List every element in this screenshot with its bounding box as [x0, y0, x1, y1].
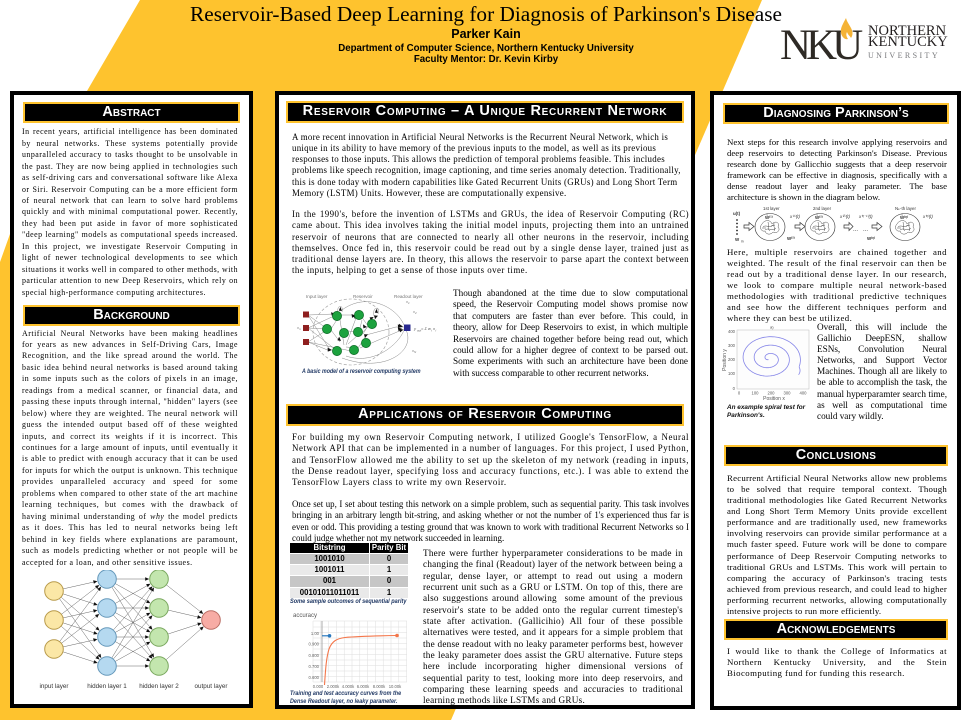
svg-text:N: N: [414, 350, 417, 354]
svg-text:...: ...: [853, 227, 858, 233]
svg-text:Reservoir: Reservoir: [353, 294, 373, 299]
svg-text:Input layer: Input layer: [306, 294, 328, 299]
svg-text:i: i: [431, 329, 432, 333]
svg-text:x⁽²⁾(t): x⁽²⁾(t): [839, 214, 850, 219]
svg-text:2nd layer: 2nd layer: [813, 206, 832, 211]
svg-text:...: ...: [863, 227, 868, 233]
svg-text:8.000k: 8.000k: [373, 684, 386, 689]
svg-text:x⁽¹⁾(t): x⁽¹⁾(t): [789, 214, 800, 219]
svg-text:out: out: [417, 329, 421, 333]
svg-text:W⁽²⁾: W⁽²⁾: [787, 236, 795, 241]
svg-text:2.000k: 2.000k: [327, 684, 340, 689]
svg-text:400: 400: [728, 329, 736, 334]
svg-text:200: 200: [728, 357, 736, 362]
svg-text:100: 100: [728, 371, 736, 376]
svg-text:4.000k: 4.000k: [342, 684, 355, 689]
svg-text:Position x: Position x: [763, 396, 785, 402]
svg-text:x⁽ᵑ⁻¹⁾(t): x⁽ᵑ⁻¹⁾(t): [858, 214, 873, 219]
svg-text:300: 300: [784, 391, 792, 396]
svg-text:x: x: [432, 326, 436, 331]
svg-text:Readout layer: Readout layer: [394, 294, 423, 299]
svg-text:y: y: [413, 326, 417, 331]
svg-text:x⁽ᵑ⁾(t): x⁽ᵑ⁾(t): [922, 214, 933, 219]
svg-text:i: i: [436, 329, 437, 333]
svg-text:= Σ w: = Σ w: [421, 326, 432, 331]
svg-text:0.000: 0.000: [313, 684, 324, 689]
svg-text:0.800: 0.800: [309, 653, 320, 658]
svg-text:0: 0: [738, 391, 741, 396]
svg-text:NKU: NKU: [780, 22, 863, 64]
svg-text:Position y: Position y: [722, 349, 728, 371]
svg-text:UNIVERSITY: UNIVERSITY: [868, 51, 940, 60]
svg-text:W̃⁽¹⁾: W̃⁽¹⁾: [765, 215, 773, 220]
svg-text:0.700: 0.700: [309, 664, 320, 669]
svg-text:x: x: [296, 326, 300, 330]
svg-text:2: 2: [414, 311, 417, 315]
svg-text:100: 100: [752, 391, 760, 396]
svg-text:x: x: [412, 310, 416, 314]
svg-text:0.600: 0.600: [309, 675, 320, 680]
svg-text:a): a): [770, 325, 774, 330]
svg-text:in: in: [741, 240, 744, 244]
svg-text:1.00: 1.00: [311, 631, 320, 636]
svg-text:0.900: 0.900: [309, 642, 320, 647]
svg-text:W̃⁽ᵑ⁾: W̃⁽ᵑ⁾: [900, 215, 908, 220]
svg-text:n: n: [299, 327, 301, 331]
svg-text:0: 0: [733, 386, 736, 391]
svg-text:1st layer: 1st layer: [763, 206, 780, 211]
svg-text:Nₖ-th layer: Nₖ-th layer: [895, 206, 916, 211]
svg-text:W̃⁽²⁾: W̃⁽²⁾: [815, 215, 823, 220]
svg-text:u(t): u(t): [733, 211, 741, 216]
svg-text:x: x: [411, 349, 415, 353]
svg-text:W⁽ᵑ⁾: W⁽ᵑ⁾: [867, 236, 875, 241]
svg-text:6.000k: 6.000k: [357, 684, 370, 689]
svg-text:1: 1: [408, 301, 410, 305]
svg-text:200: 200: [768, 391, 776, 396]
svg-text:10.00k: 10.00k: [389, 684, 402, 689]
svg-text:NORTHERN: NORTHERN: [868, 23, 947, 39]
svg-text:300: 300: [728, 343, 736, 348]
svg-text:KENTUCKY: KENTUCKY: [868, 34, 948, 50]
svg-text:400: 400: [800, 391, 808, 396]
svg-text:x: x: [405, 300, 409, 304]
svg-text:W: W: [735, 237, 740, 242]
